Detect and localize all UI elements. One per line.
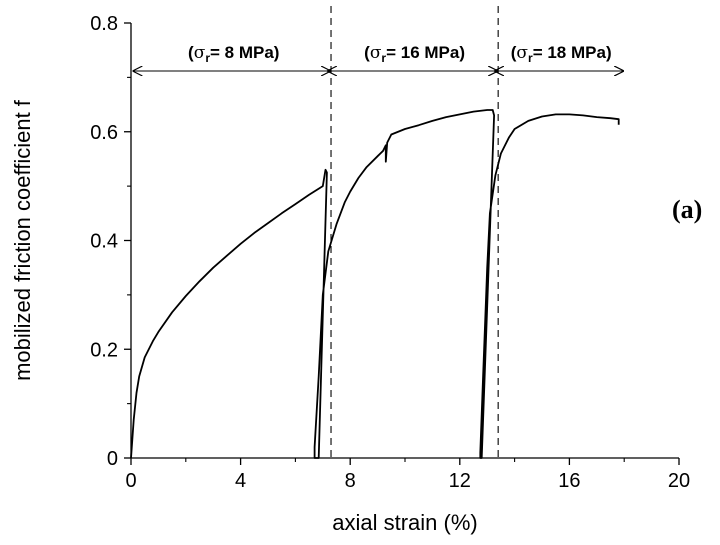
y-ticks: 0 0.2 0.4 0.6 0.8 (90, 13, 131, 470)
y-tick-label: 0 (107, 448, 118, 470)
x-tick-label: 4 (235, 470, 246, 492)
region-label: (σr= 8 MPa) (188, 43, 279, 65)
y-tick-label: 0.4 (90, 231, 118, 253)
x-tick-label: 16 (558, 470, 580, 492)
x-tick-label: 12 (449, 470, 471, 492)
axes: 0 4 8 12 16 20 0 0.2 0.4 0.6 0.8 (90, 13, 690, 492)
y-tick-label: 0.6 (90, 122, 118, 144)
region-labels: (σr= 8 MPa) (σr= 16 MPa) (σr= 18 MPa) (188, 43, 612, 65)
y-tick-label: 0.2 (90, 339, 118, 361)
region-label: (σr= 18 MPa) (511, 43, 612, 65)
x-axis-label: axial strain (%) (332, 510, 477, 535)
y-tick-label: 0.8 (90, 13, 118, 35)
series-line (130, 109, 620, 459)
x-tick-label: 0 (125, 470, 136, 492)
y-axis-label: mobilized friction coefficient f (10, 99, 35, 381)
x-tick-label: 8 (345, 470, 356, 492)
x-tick-label: 20 (668, 470, 690, 492)
x-ticks: 0 4 8 12 16 20 (125, 458, 690, 492)
panel-label: (a) (672, 195, 702, 224)
dashed-lines (330, 6, 499, 458)
region-label: (σr= 16 MPa) (364, 43, 465, 65)
